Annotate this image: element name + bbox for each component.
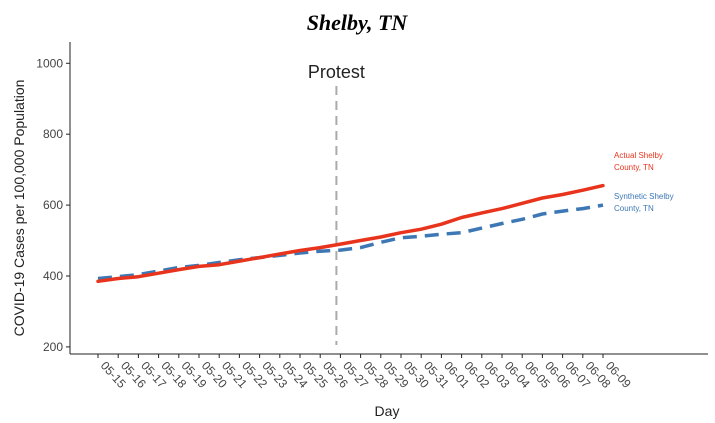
y-axis-label: COVID-19 Cases per 100,000 Population: [11, 80, 27, 337]
series-labels: Actual Shelby County, TN Synthetic Shelby C…: [614, 151, 674, 213]
y-tick-label: 1000: [36, 56, 63, 70]
y-tick-label: 800: [43, 127, 63, 141]
synthetic-series-label: County, TN: [614, 204, 654, 213]
x-ticks: 05-1505-1605-1705-1805-1905-2005-2105-22…: [97, 354, 634, 391]
actual-series-label: County, TN: [614, 163, 654, 172]
x-axis-label: Day: [375, 403, 400, 419]
protest-annotation: Protest: [308, 62, 365, 82]
actual-series-label: Actual Shelby: [614, 151, 663, 160]
y-tick-label: 200: [43, 340, 63, 354]
series-layer: [96, 183, 605, 284]
y-ticks: 200 400 600 800 1000: [36, 56, 70, 354]
chart-title: Shelby, TN: [307, 10, 409, 35]
actual-series-line: [96, 183, 605, 284]
y-tick-label: 600: [43, 198, 63, 212]
synthetic-series-label: Synthetic Shelby: [614, 192, 674, 201]
synthetic-series-line: [97, 203, 604, 281]
y-tick-label: 400: [43, 269, 63, 283]
